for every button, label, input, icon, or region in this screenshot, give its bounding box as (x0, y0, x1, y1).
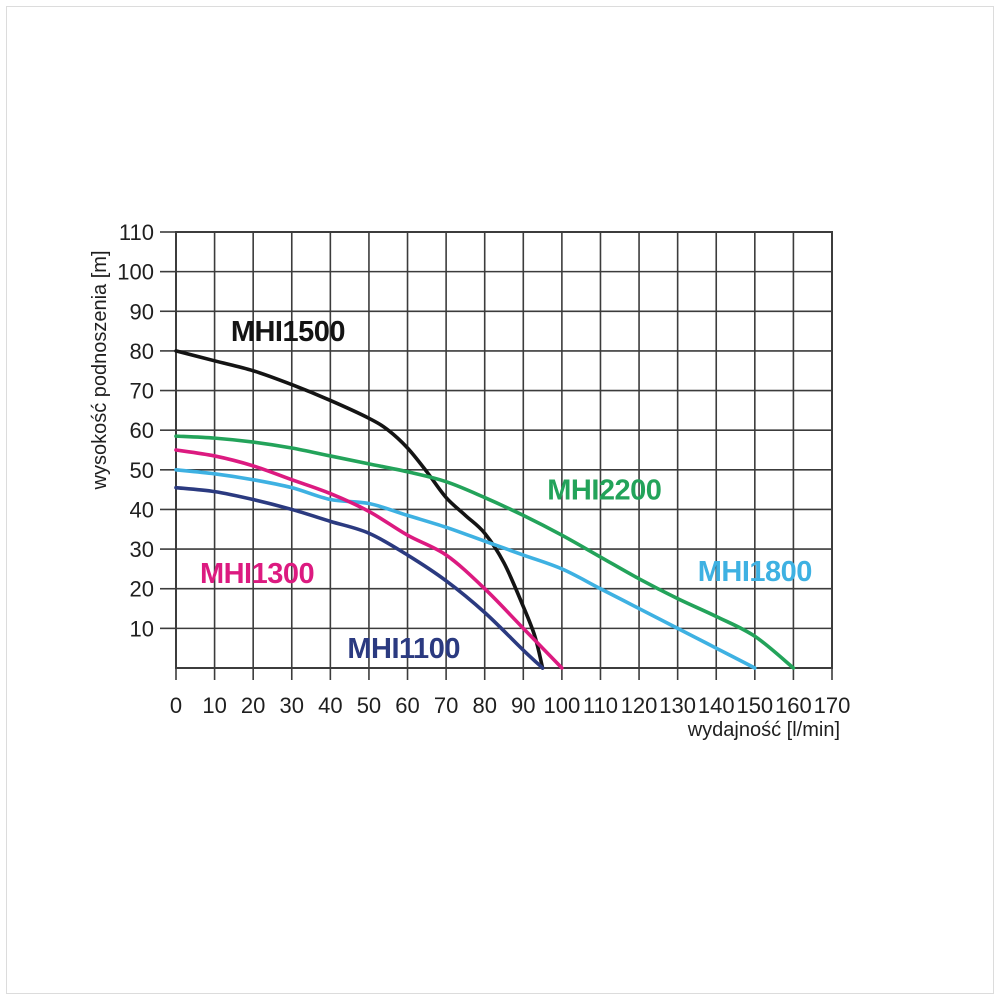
x-tick-label: 170 (814, 693, 851, 718)
x-axis-title: wydajność [l/min] (687, 719, 840, 741)
x-tick-label: 120 (621, 693, 658, 718)
curve-mhi1100 (174, 485, 545, 670)
x-tick-label: 30 (280, 693, 304, 718)
curve-mhi1500 (174, 349, 545, 670)
y-axis-title: wysokość podnoszenia [m] (89, 250, 111, 490)
x-tick-label: 140 (698, 693, 735, 718)
x-tick-label: 60 (395, 693, 419, 718)
curve-mhi2200 (174, 434, 796, 670)
y-tick-label: 30 (130, 537, 154, 562)
series-label-mhi1100: MHI1100 (347, 633, 460, 665)
y-tick-label: 10 (130, 616, 154, 641)
y-tick-label: 100 (117, 260, 154, 285)
label-layer: MHI1500 MHI2200 MHI1800 MHI1300 MHI1100 … (89, 250, 840, 741)
x-tick-label: 20 (241, 693, 265, 718)
y-tick-label: 70 (130, 379, 154, 404)
x-tick-label: 100 (544, 693, 581, 718)
y-tick-label: 50 (130, 458, 154, 483)
series-label-mhi1300: MHI1300 (200, 558, 314, 590)
x-tick-label: 10 (202, 693, 226, 718)
x-tick-label: 70 (434, 693, 458, 718)
x-tick-label: 130 (659, 693, 696, 718)
x-tick-label: 0 (170, 693, 182, 718)
curve-mhi1800 (174, 468, 757, 670)
curve-layer (174, 349, 796, 670)
x-tick-label: 80 (472, 693, 496, 718)
grid-layer: 0 10 20 30 40 50 60 70 80 90 100 110 120 130 140 150 160… (117, 220, 850, 718)
series-label-mhi2200: MHI2200 (547, 475, 661, 507)
y-tick-label: 20 (130, 577, 154, 602)
y-tick-label: 90 (130, 299, 154, 324)
x-tick-label: 160 (775, 693, 812, 718)
y-tick-label: 110 (119, 220, 154, 245)
y-tick-label: 40 (130, 497, 154, 522)
series-label-mhi1800: MHI1800 (698, 556, 812, 588)
curve-mhi1300 (174, 448, 564, 670)
y-tick-label: 60 (130, 418, 154, 443)
x-tick-label: 110 (583, 693, 618, 718)
x-tick-label: 50 (357, 693, 381, 718)
y-tick-label: 80 (130, 339, 154, 364)
plot-frame (175, 231, 833, 669)
x-tick-label: 40 (318, 693, 342, 718)
series-label-mhi1500: MHI1500 (231, 316, 345, 348)
x-tick-label: 90 (511, 693, 535, 718)
x-tick-label: 150 (736, 693, 773, 718)
